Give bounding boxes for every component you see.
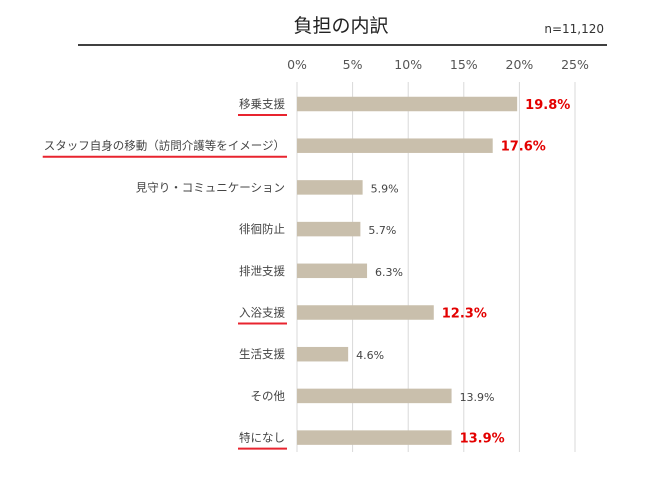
category-label: スタッフ自身の移動（訪問介護等をイメージ） bbox=[44, 139, 285, 153]
data-label: 12.3% bbox=[442, 307, 487, 322]
sample-size: n=11,120 bbox=[544, 22, 604, 36]
x-tick-label: 5% bbox=[343, 57, 363, 72]
category-label: 入浴支援 bbox=[239, 306, 285, 320]
bar bbox=[297, 138, 493, 153]
category-label: 見守り・コミュニケーション bbox=[136, 180, 285, 194]
bar bbox=[297, 346, 349, 362]
category-label: 徘徊防止 bbox=[239, 222, 285, 236]
x-tick-label: 10% bbox=[394, 57, 422, 72]
bar bbox=[297, 305, 434, 320]
category-label: 排泄支援 bbox=[239, 264, 285, 278]
x-tick-label: 15% bbox=[450, 57, 478, 72]
bars: 移乗支援 19.8% スタッフ自身の移動（訪問介護等をイメージ） 17.6% 見守り・コ… bbox=[42, 96, 570, 450]
data-label: 19.8% bbox=[525, 98, 570, 113]
data-label: 13.9% bbox=[460, 432, 505, 447]
category-label: 移乗支援 bbox=[239, 97, 285, 111]
bar bbox=[297, 388, 452, 404]
bar bbox=[297, 430, 452, 445]
bar bbox=[297, 221, 361, 237]
category-label: 特になし bbox=[239, 431, 285, 445]
x-tick-label: 20% bbox=[506, 57, 534, 72]
data-label: 4.6% bbox=[356, 349, 384, 362]
x-tick-label: 25% bbox=[561, 57, 589, 72]
chart-title: 負担の内訳 bbox=[293, 15, 388, 37]
data-label: 5.7% bbox=[368, 224, 396, 237]
bar bbox=[297, 96, 518, 112]
data-label: 13.9% bbox=[460, 391, 495, 404]
bar bbox=[297, 180, 363, 195]
data-label: 6.3% bbox=[375, 266, 403, 279]
data-label: 17.6% bbox=[501, 140, 546, 155]
x-tick-label: 0% bbox=[287, 57, 307, 72]
data-label: 5.9% bbox=[371, 182, 399, 195]
category-label: 生活支援 bbox=[239, 347, 285, 361]
bar bbox=[297, 263, 368, 279]
x-axis-ticks: 0% 5% 10% 15% 20% 25% bbox=[287, 57, 589, 72]
category-label: その他 bbox=[251, 389, 286, 403]
